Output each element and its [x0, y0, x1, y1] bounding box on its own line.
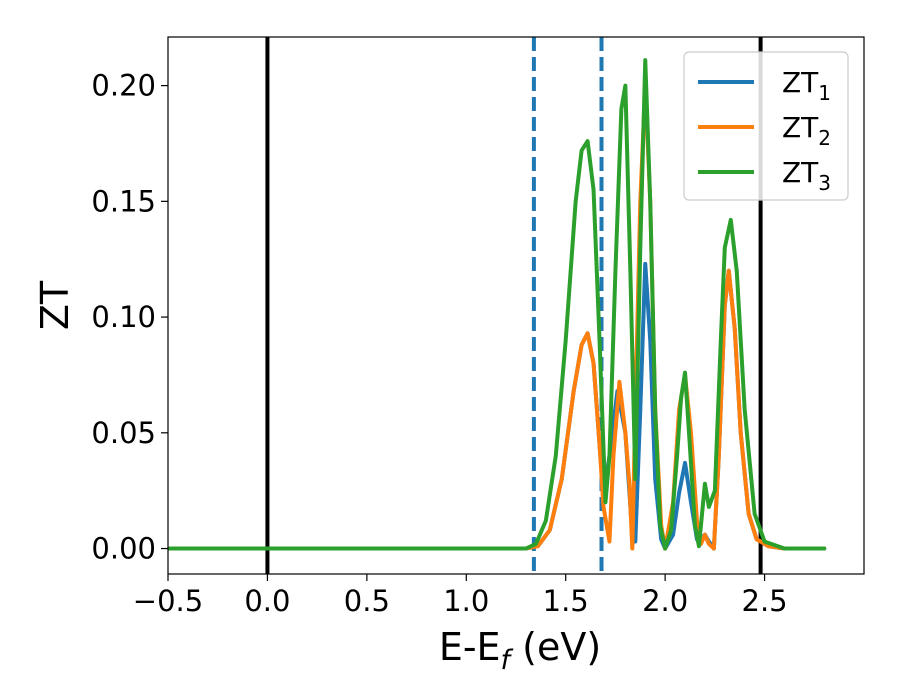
x-axis-label: E-Ef (eV)	[439, 625, 601, 676]
legend-label-sub: 3	[818, 171, 831, 195]
axes: −0.5 0.0 0.5 1.0 1.5 2.0 2.5 0.00 0.05 0.10 0.15 0.…	[33, 36, 865, 676]
x-tick-label: 0.5	[344, 584, 390, 618]
legend-label-sub: 1	[818, 81, 831, 105]
y-tick-label: 0.10	[91, 300, 156, 334]
y-tick-label: 0.05	[91, 416, 156, 450]
legend-label-zt3: ZT3	[782, 156, 831, 195]
x-tick-label: 2.0	[642, 584, 688, 618]
x-tick-label: −0.5	[133, 584, 203, 618]
legend-box	[683, 51, 849, 201]
x-tick-label: 1.5	[543, 584, 589, 618]
legend-label-zt2: ZT2	[782, 111, 831, 150]
y-tick-label: 0.15	[91, 184, 156, 218]
x-tick-label: 0.0	[244, 584, 290, 618]
y-axis-label: ZT	[33, 280, 77, 330]
x-tick-label: 2.5	[742, 584, 788, 618]
series-line-zt3	[168, 58, 827, 551]
y-tick-label: 0.20	[91, 69, 156, 103]
x-axis-label-unit: (eV)	[510, 625, 601, 669]
legend-label-zt1: ZT1	[782, 66, 831, 105]
plot-frame	[167, 36, 865, 575]
legend-label-main: ZT	[782, 111, 819, 144]
x-tick-label: 1.0	[443, 584, 489, 618]
x-axis-label-main: E-E	[439, 625, 501, 669]
legend-label-sub: 2	[818, 126, 831, 150]
y-tick-label: 0.00	[91, 532, 156, 566]
legend-label-main: ZT	[782, 156, 819, 189]
legend-label-main: ZT	[782, 66, 819, 99]
